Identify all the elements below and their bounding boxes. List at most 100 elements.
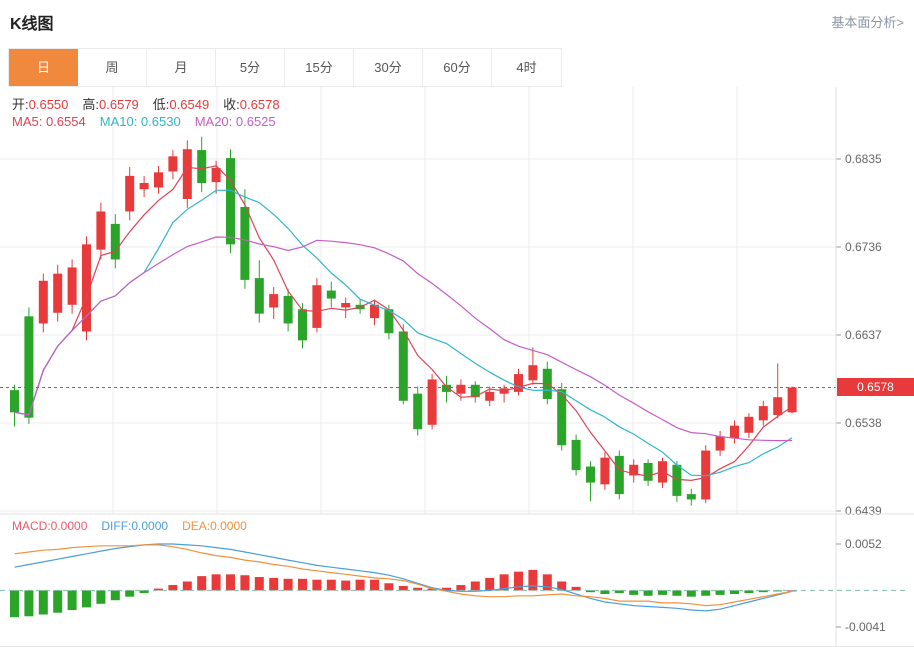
macd-bar xyxy=(499,574,509,591)
macd-bar xyxy=(384,583,394,591)
ma-legend-item: MA5: 0.6554 xyxy=(12,114,86,129)
macd-bar xyxy=(614,590,624,594)
candle-body xyxy=(168,156,178,172)
macd-bar xyxy=(413,587,423,591)
tab-15min[interactable]: 15分 xyxy=(285,49,354,86)
page-title: K线图 xyxy=(10,16,54,33)
macd-bar xyxy=(53,590,63,613)
macd-bar xyxy=(254,577,264,591)
macd-bar xyxy=(10,590,19,618)
macd-bar xyxy=(744,590,754,594)
candle-body xyxy=(197,150,207,184)
macd-bar xyxy=(110,590,120,601)
candle-body xyxy=(139,183,149,190)
macd-bar xyxy=(341,580,351,591)
ohlc-legend-item: 开:0.6550 xyxy=(12,97,69,112)
current-price-badge: 0.6578 xyxy=(837,378,914,397)
macd-bar xyxy=(312,579,322,591)
candle-body xyxy=(614,455,624,495)
candle-body xyxy=(283,295,293,324)
macd-bar xyxy=(485,577,495,591)
macd-legend-item: DIFF:0.0000 xyxy=(101,519,169,533)
candle-body xyxy=(773,397,783,416)
tab-30min[interactable]: 30分 xyxy=(354,49,423,86)
macd-bar xyxy=(283,578,293,591)
macd-bar xyxy=(67,590,77,611)
candle-body xyxy=(341,303,351,308)
macd-bar xyxy=(787,590,797,592)
macd-bar xyxy=(672,590,682,596)
candle-body xyxy=(557,389,567,446)
candle-body xyxy=(154,172,163,188)
macd-bar xyxy=(586,590,595,593)
candle-body xyxy=(456,384,466,394)
candle-body xyxy=(38,280,48,324)
chart-area: 0.6835 0.6736 0.6637 0.6538 0.6439 0.0052 -0.0… xyxy=(0,87,914,646)
tab-5min[interactable]: 5分 xyxy=(216,49,285,86)
macd-bar xyxy=(442,587,451,591)
candle-body xyxy=(744,416,754,433)
macd-dea-line xyxy=(14,544,793,607)
macd-bar xyxy=(658,590,667,595)
macd-bar xyxy=(96,590,106,604)
macd-bar xyxy=(470,581,480,591)
macd-bar xyxy=(24,590,34,617)
candle-body xyxy=(326,290,336,299)
macd-legend-item: DEA:0.0000 xyxy=(182,519,247,533)
ohlc-legend-item: 低:0.6549 xyxy=(152,97,210,112)
macd-legend-item: MACD:0.0000 xyxy=(12,519,88,533)
ohlc-legend: 开:0.6550 高:0.6579 低:0.6549 收:0.6578 xyxy=(12,94,294,113)
y-axis-label: 0.6439 xyxy=(845,504,882,518)
candle-body xyxy=(730,425,739,439)
candle-body xyxy=(442,384,451,392)
tab-4hour[interactable]: 4时 xyxy=(492,49,561,86)
macd-bar xyxy=(701,590,711,596)
macd-bar xyxy=(38,590,48,615)
macd-bar xyxy=(643,590,653,596)
macd-bar xyxy=(154,588,163,591)
y-axis-label: 0.6835 xyxy=(845,152,882,166)
tab-month[interactable]: 月 xyxy=(147,49,216,86)
candle-body xyxy=(110,223,120,260)
macd-legend: MACD:0.0000 DIFF:0.0000 DEA:0.0000 xyxy=(12,519,261,533)
period-tabs: 日周月 5分 15分 30分 60分 4时 xyxy=(8,48,562,87)
y-axis-label: 0.6736 xyxy=(845,240,882,254)
macd-bar xyxy=(82,590,91,608)
ohlc-legend-item: 高:0.6579 xyxy=(82,97,139,112)
candle-body xyxy=(53,273,63,313)
macd-bar xyxy=(715,590,725,595)
candle-body xyxy=(643,463,653,481)
ma-legend-item: MA10: 0.6530 xyxy=(99,114,181,129)
macd-bar xyxy=(298,578,307,591)
macd-bar xyxy=(571,586,581,591)
macd-bar xyxy=(542,574,552,591)
candle-body xyxy=(686,494,696,500)
macd-bar xyxy=(398,585,408,591)
candle-body xyxy=(514,374,523,392)
macd-bar xyxy=(240,575,250,591)
candle-body xyxy=(10,390,19,413)
macd-axis-label: 0.0052 xyxy=(845,537,882,551)
candle-body xyxy=(384,309,394,334)
tab-60min[interactable]: 60分 xyxy=(423,49,492,86)
candle-body xyxy=(125,175,135,212)
ohlc-legend-item: 收:0.6578 xyxy=(223,97,280,112)
macd-bar xyxy=(211,574,221,591)
candle-body xyxy=(528,365,538,381)
tab-week[interactable]: 周 xyxy=(78,49,147,86)
candle-body xyxy=(312,285,322,328)
candle-body xyxy=(254,278,264,314)
macd-bar xyxy=(686,590,696,597)
candle-body xyxy=(370,304,379,319)
candle-body xyxy=(240,207,250,280)
candle-body xyxy=(24,316,34,418)
fundamental-analysis-link[interactable]: 基本面分析> xyxy=(831,15,904,30)
tab-day[interactable]: 日 xyxy=(9,49,78,86)
candle-body xyxy=(715,436,725,451)
macd-bar xyxy=(125,590,135,597)
ma5-line xyxy=(14,165,793,482)
macd-bar xyxy=(355,579,365,591)
candle-body xyxy=(269,294,279,308)
macd-bar xyxy=(629,590,639,595)
